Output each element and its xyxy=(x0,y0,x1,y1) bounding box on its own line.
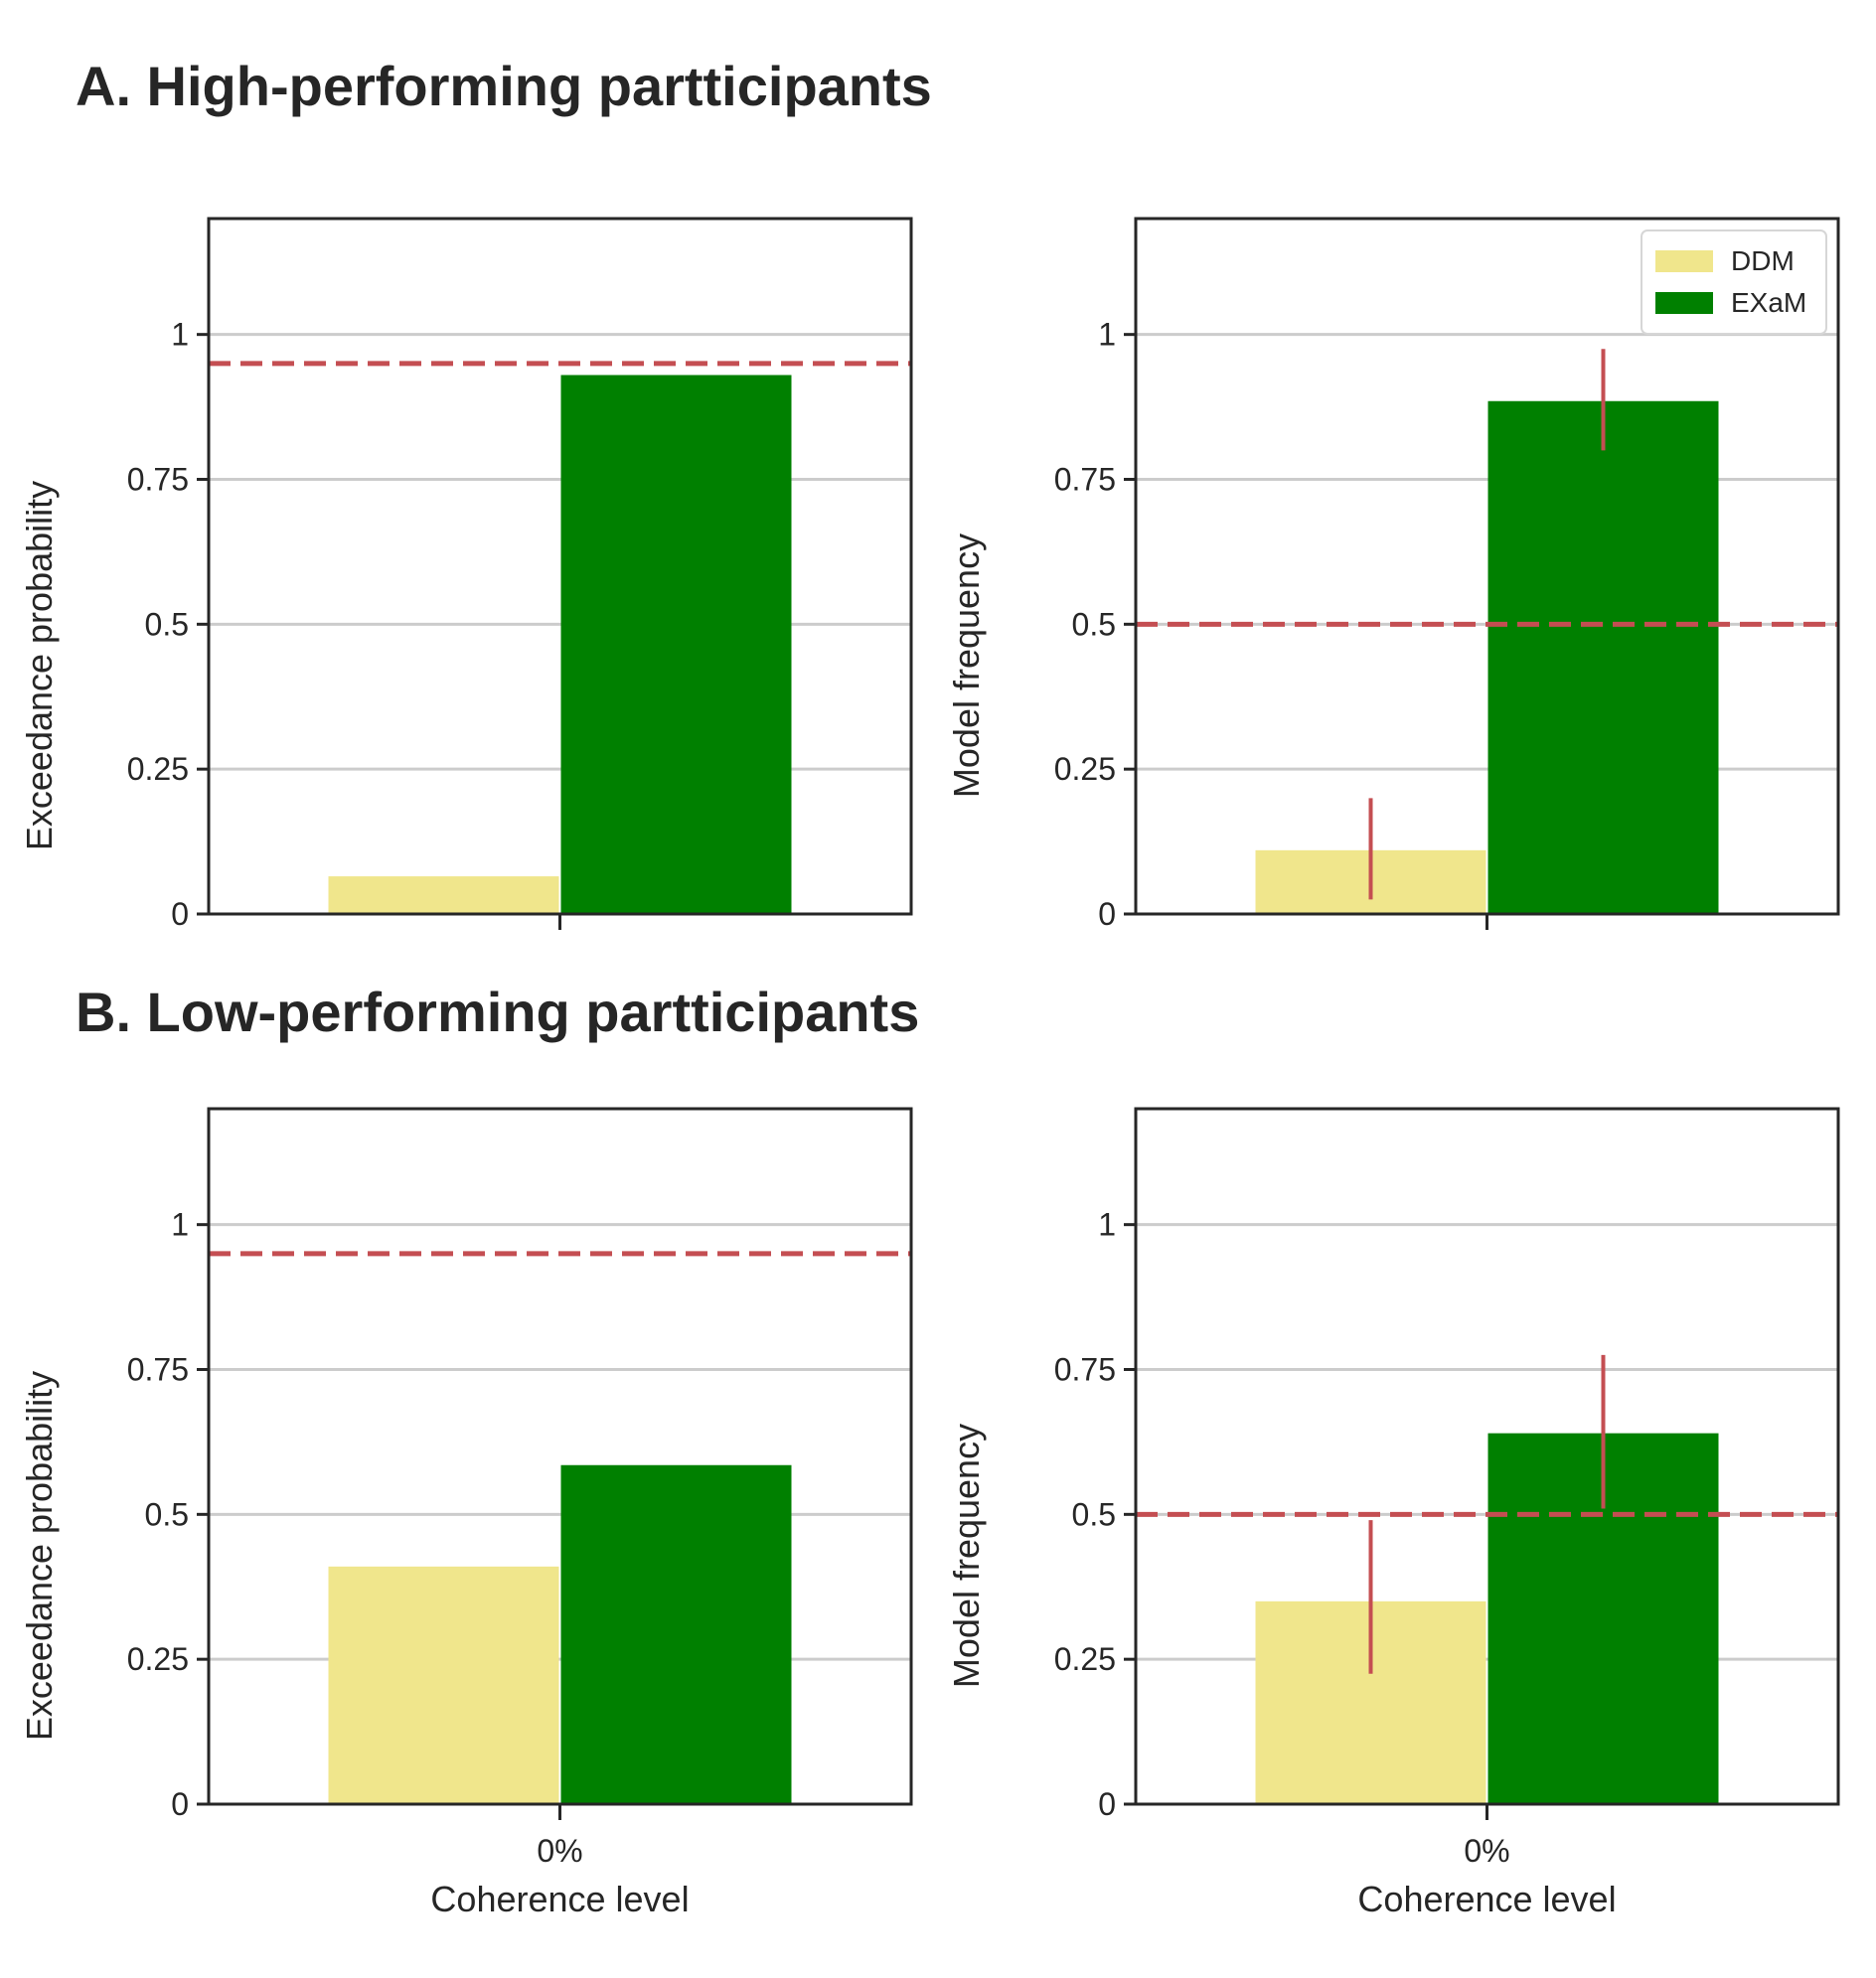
axes-frame-b-right xyxy=(1134,1107,1840,1806)
y-axis-label-b-right: Model frequency xyxy=(946,1424,987,1688)
panel-a-right: 0 0.25 0.5 0.75 1 Model frequency DDM EXaM xyxy=(946,217,1840,932)
y-tick-label-a-left-1: 0.25 xyxy=(127,751,189,787)
y-tick-label-b-right-0: 0 xyxy=(1098,1786,1116,1822)
panel-a-left: 0 0.25 0.5 0.75 1 Exceedance probability xyxy=(19,217,913,932)
panel-b-left: 0 0.25 0.5 0.75 1 0% Coherence level Exceedance… xyxy=(19,1107,913,1919)
y-axis-label-b-left: Exceedance probability xyxy=(19,1371,60,1741)
legend-swatch-exam xyxy=(1655,292,1713,314)
legend-swatch-ddm xyxy=(1655,250,1713,272)
x-tick-label-b-right: 0% xyxy=(1464,1833,1509,1869)
x-axis-label-b-left: Coherence level xyxy=(430,1879,689,1919)
y-tick-label-a-left-2: 0.5 xyxy=(145,606,189,642)
x-axis-label-b-right: Coherence level xyxy=(1357,1879,1616,1919)
bar-b-left-exam xyxy=(560,1464,792,1804)
section-b-title: B. Low-performing partticipants xyxy=(76,981,920,1043)
y-tick-label-a-right-1: 0.25 xyxy=(1054,751,1116,787)
y-axis-label-a-right: Model frequency xyxy=(946,533,987,798)
y-tick-label-a-left-0: 0 xyxy=(171,896,189,932)
bar-a-right-exam xyxy=(1487,400,1719,914)
y-tick-label-b-left-1: 0.25 xyxy=(127,1641,189,1677)
legend-label-ddm: DDM xyxy=(1731,245,1795,276)
y-tick-label-a-right-2: 0.5 xyxy=(1072,606,1116,642)
y-tick-label-b-right-3: 0.75 xyxy=(1054,1352,1116,1388)
axes-frame-a-left xyxy=(207,217,913,916)
y-tick-label-b-right-2: 0.5 xyxy=(1072,1496,1116,1532)
y-tick-label-b-left-3: 0.75 xyxy=(127,1352,189,1388)
y-tick-label-a-left-4: 1 xyxy=(171,317,189,353)
bar-a-left-ddm xyxy=(328,876,559,914)
axes-frame-b-left xyxy=(207,1107,913,1806)
y-tick-label-b-left-2: 0.5 xyxy=(145,1496,189,1532)
bar-a-left-exam xyxy=(560,375,792,914)
section-a-title: A. High-performing partticipants xyxy=(76,55,932,117)
y-tick-label-a-left-3: 0.75 xyxy=(127,462,189,498)
y-tick-label-b-left-4: 1 xyxy=(171,1207,189,1243)
panel-b-right: 0 0.25 0.5 0.75 1 0% Coherence level Model freq… xyxy=(946,1107,1840,1919)
y-tick-label-a-right-4: 1 xyxy=(1098,317,1116,353)
y-tick-label-b-right-4: 1 xyxy=(1098,1207,1116,1243)
legend-label-exam: EXaM xyxy=(1731,287,1806,318)
legend: DDM EXaM xyxy=(1641,229,1827,335)
x-tick-label-b-left: 0% xyxy=(537,1833,582,1869)
y-tick-label-a-right-3: 0.75 xyxy=(1054,462,1116,498)
bar-b-left-ddm xyxy=(328,1566,559,1804)
y-tick-label-b-left-0: 0 xyxy=(171,1786,189,1822)
y-tick-label-b-right-1: 0.25 xyxy=(1054,1641,1116,1677)
y-tick-label-a-right-0: 0 xyxy=(1098,896,1116,932)
y-axis-label-a-left: Exceedance probability xyxy=(19,481,60,850)
